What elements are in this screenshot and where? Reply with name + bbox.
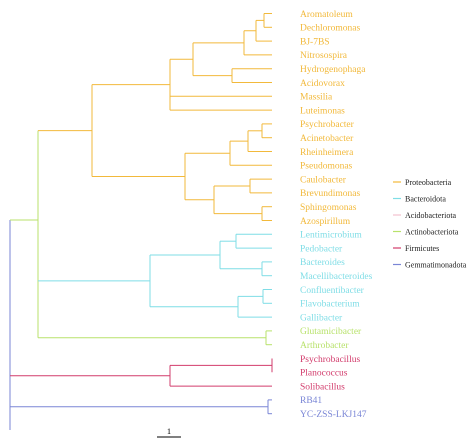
leaf-label-19: Macellibacteroides xyxy=(300,272,373,282)
leaf-label-5: Acidovorax xyxy=(300,79,345,89)
scale-bar-label: 1 xyxy=(167,426,171,436)
leaf-label-4: Hydrogenophaga xyxy=(300,65,366,75)
leaf-labels: Aromatoleum Dechloromonas BJ-7BS Nitrosospi… xyxy=(300,10,373,420)
legend-label-2: Acidobacteriota xyxy=(405,211,457,220)
leaf-label-27: Solibacillus xyxy=(300,382,345,392)
leaf-label-29: YC-ZSS-LKJ147 xyxy=(300,410,367,420)
leaf-label-10: Rheinheimera xyxy=(300,148,354,158)
leaf-label-12: Caulobacter xyxy=(300,175,347,185)
legend-label-4: Firmicutes xyxy=(405,244,439,253)
tree-branches xyxy=(9,13,273,430)
leaf-label-28: RB41 xyxy=(300,396,322,406)
leaf-label-26: Planococcus xyxy=(300,369,348,379)
scale-bar: 1 xyxy=(157,426,181,438)
leaf-label-16: Lentimicrobium xyxy=(300,231,362,241)
leaf-label-23: Glutamicibacter xyxy=(300,327,362,337)
leaf-label-14: Sphingomonas xyxy=(300,203,357,213)
leaf-label-8: Psychrobacter xyxy=(300,120,355,130)
legend-label-3: Actinobacteriota xyxy=(405,227,459,236)
leaf-label-13: Brevundimonas xyxy=(300,189,360,199)
leaf-label-24: Arthrobacter xyxy=(300,341,349,351)
leaf-label-25: Psychrobacillus xyxy=(300,355,360,365)
legend-label-1: Bacteroidota xyxy=(405,194,446,203)
leaf-label-3: Nitrosospira xyxy=(300,51,348,61)
leaf-label-21: Flavobacterium xyxy=(300,300,360,310)
leaf-label-22: Gallibacter xyxy=(300,313,343,323)
leaf-label-0: Aromatoleum xyxy=(300,10,353,20)
leaf-label-1: Dechloromonas xyxy=(300,24,360,34)
legend-label-5: Gemmatimonadota xyxy=(405,260,467,269)
leaf-label-11: Pseudomonas xyxy=(300,162,353,172)
leaf-label-2: BJ-7BS xyxy=(300,37,330,47)
leaf-label-9: Acinetobacter xyxy=(300,134,354,144)
legend: Proteobacteria Bacteroidota Acidobacteriot… xyxy=(393,178,467,269)
leaf-label-17: Pedobacter xyxy=(300,244,343,254)
legend-label-0: Proteobacteria xyxy=(405,178,452,187)
leaf-label-6: Massilia xyxy=(300,93,333,103)
leaf-label-20: Confluentibacter xyxy=(300,285,365,296)
leaf-label-18: Bacteroides xyxy=(300,258,345,268)
leaf-label-15: Azospirillum xyxy=(300,217,351,227)
leaf-label-7: Luteimonas xyxy=(300,106,345,116)
